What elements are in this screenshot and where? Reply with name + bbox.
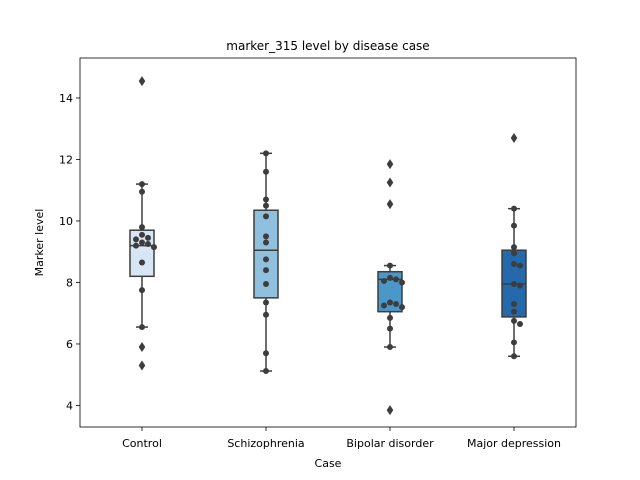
data-point [139,287,145,294]
x-tick-label: Bipolar disorder [346,437,434,450]
data-point [139,188,145,195]
data-point [381,302,387,309]
data-point [517,282,523,289]
data-point [511,222,517,229]
data-point [133,236,139,243]
y-tick-label: 8 [66,276,73,289]
data-point [387,262,393,269]
data-point [133,242,139,249]
data-point [263,213,269,220]
point-group [263,150,269,375]
y-axis: 4 6 8 10 12 14 [59,92,80,412]
data-point [139,231,145,238]
data-point [387,299,393,306]
data-point [399,279,405,286]
data-point [263,350,269,357]
data-point [263,168,269,175]
y-tick-label: 4 [66,399,73,412]
y-axis-label: Marker level [33,209,46,277]
data-point [139,224,145,231]
data-point [263,368,269,375]
outlier-marker [386,199,394,210]
outlier-marker [138,342,146,353]
y-tick-label: 14 [59,92,73,105]
data-point [393,301,399,307]
x-tick-label: Schizophrenia [227,437,304,450]
data-point [151,244,157,251]
chart-title: marker_315 level by disease case [226,39,429,53]
data-point [511,250,517,257]
outlier-marker [386,405,394,416]
x-axis-label: Case [315,457,342,470]
data-point [387,344,393,351]
data-point [263,311,269,318]
point-group [133,181,157,331]
data-point [393,276,399,283]
data-point [511,317,517,324]
data-point [139,259,145,266]
data-point [263,196,269,203]
data-point [511,205,517,212]
data-point [145,241,151,248]
data-point [139,181,145,188]
x-axis: Control Schizophrenia Bipolar disorder Majo… [122,427,561,450]
data-point [511,261,517,268]
data-point [263,256,269,263]
data-point [263,299,269,306]
data-point [387,314,393,321]
data-point [511,301,517,307]
data-point [263,233,269,240]
x-tick-label: Control [122,437,162,450]
data-point [387,325,393,332]
data-point [263,281,269,288]
point-group [511,205,523,360]
y-tick-label: 12 [59,153,73,166]
plot-content [129,76,527,416]
point-group [381,262,405,351]
data-point [511,244,517,251]
data-point [387,274,393,281]
data-point [511,339,517,346]
data-point [263,239,269,246]
plot-frame [79,57,577,428]
outlier-marker [138,360,146,371]
data-point [381,277,387,284]
y-tick-label: 6 [66,338,73,351]
outlier-marker [138,76,146,87]
outlier-marker [510,132,518,143]
data-point [263,267,269,274]
data-point [517,262,523,269]
data-point [139,324,145,331]
y-tick-label: 10 [59,215,73,228]
box-group [377,159,403,416]
data-point [517,320,523,327]
data-point [399,304,405,311]
data-point [511,308,517,315]
data-point [511,353,517,360]
data-point [263,150,269,157]
outlier-marker [386,177,394,188]
data-point [511,281,517,288]
data-point [263,202,269,209]
x-tick-label: Major depression [467,437,561,450]
outlier-marker [386,159,394,170]
data-point [145,234,151,241]
data-point [139,239,145,246]
